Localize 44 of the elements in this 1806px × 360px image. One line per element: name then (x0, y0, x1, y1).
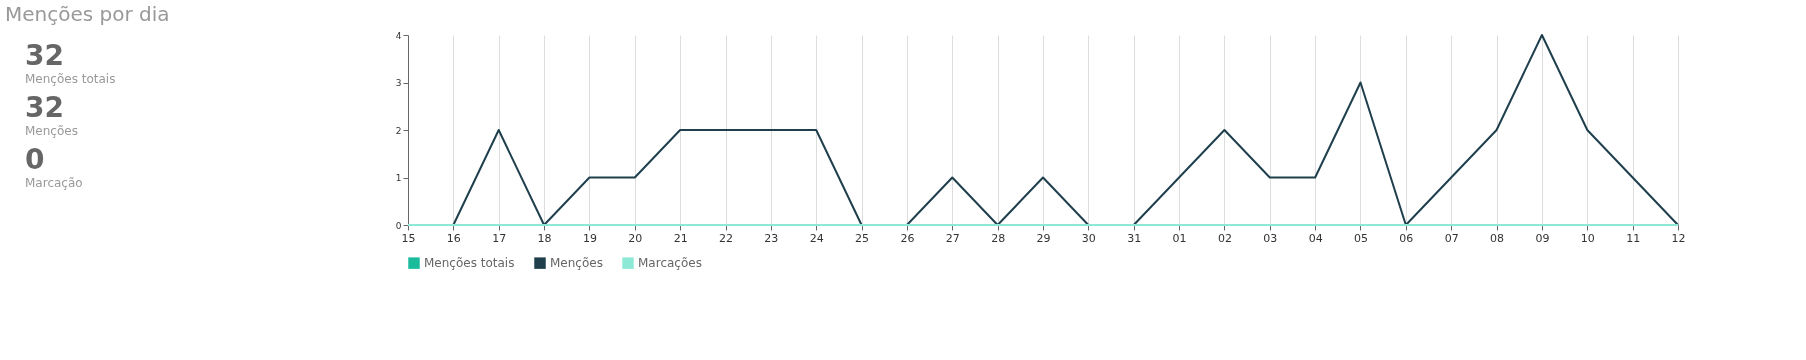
legend-label: Menções (550, 256, 603, 271)
text: 32 (25, 91, 64, 124)
y-tick-label: 3 (395, 78, 402, 88)
y-tick-label: 0 (395, 220, 402, 231)
text: Menções por dia (5, 2, 170, 26)
x-tick-label: 28 (991, 231, 1006, 245)
x-tick-label: 29 (1036, 231, 1051, 245)
y-tick-label: 1 (395, 173, 402, 183)
x-tick-label: 10 (1580, 231, 1595, 245)
text: 32 (25, 39, 64, 72)
x-tick-label: 18 (537, 231, 552, 245)
x-tick-label: 17 (492, 231, 507, 245)
y-tick-label: 2 (395, 125, 402, 136)
x-tick-label: 24 (809, 231, 824, 245)
x-tick-label: 11 (1626, 231, 1641, 245)
x-tick-label: 23 (764, 231, 779, 245)
text: Menções totais (25, 72, 116, 86)
x-tick-label: 19 (582, 231, 597, 245)
x-tick-label: 06 (1399, 231, 1414, 245)
x-tick-label: 27 (945, 231, 960, 245)
text: 0 (25, 143, 45, 176)
x-tick-label: 26 (900, 231, 915, 245)
x-tick-label: 21 (673, 231, 688, 245)
x-tick-label: 30 (1081, 231, 1096, 245)
x-tick-label: 03 (1263, 231, 1278, 245)
x-tick-label: 20 (628, 231, 643, 245)
x-tick-label: 22 (719, 231, 733, 245)
text: Marcação (25, 176, 83, 190)
x-tick-label: 05 (1354, 231, 1368, 245)
x-tick-label: 02 (1217, 231, 1232, 245)
x-tick-label: 25 (855, 231, 870, 245)
x-tick-label: 31 (1127, 231, 1142, 245)
x-tick-label: 09 (1535, 231, 1550, 245)
x-tick-label: 12 (1671, 231, 1686, 245)
legend-label: Menções totais (424, 256, 515, 271)
y-tick-label: 4 (395, 30, 402, 41)
legend-label: Marcações (638, 256, 702, 271)
x-tick-label: 15 (401, 231, 416, 245)
x-tick-label: 07 (1444, 231, 1459, 245)
text: Menções (25, 124, 78, 138)
x-tick-label: 04 (1308, 231, 1323, 245)
x-tick-label: 16 (446, 231, 461, 245)
x-tick-label: 01 (1172, 231, 1187, 245)
x-tick-label: 08 (1490, 231, 1505, 245)
